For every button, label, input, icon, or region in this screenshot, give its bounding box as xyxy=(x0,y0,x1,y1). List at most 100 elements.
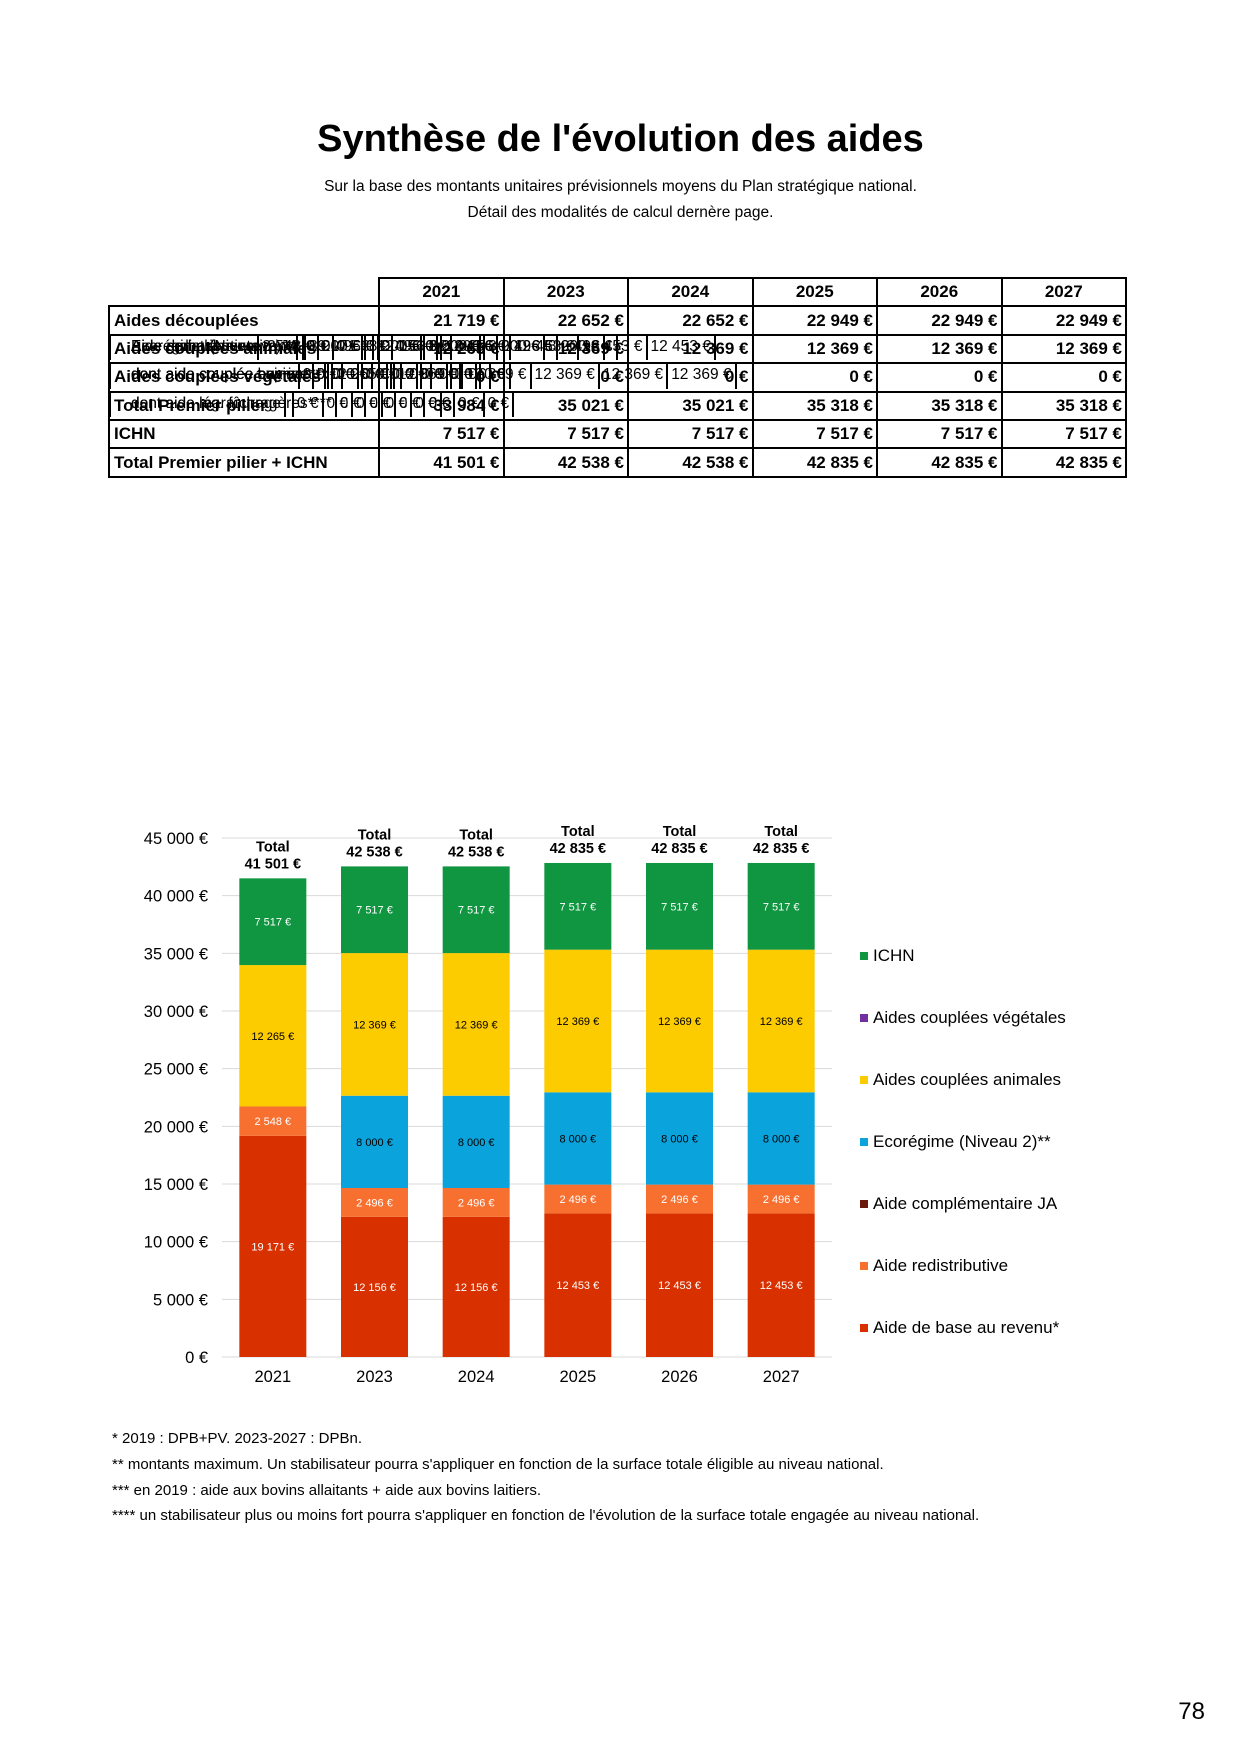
bar-segment xyxy=(239,1135,307,1357)
footnote: **** un stabilisateur plus ou moins fort… xyxy=(112,1507,980,1525)
y-tick-label: 35 000 € xyxy=(144,945,208,963)
row-value: 42 835 € xyxy=(751,447,878,478)
data-label: 19 171 € xyxy=(251,1241,294,1253)
table-header-year: 2026 xyxy=(876,276,1003,308)
bar-segment xyxy=(442,1216,510,1357)
table-header-year: 2023 xyxy=(502,276,629,308)
bar-segment xyxy=(442,1188,510,1217)
bar-segment xyxy=(747,1184,815,1214)
bar-segment xyxy=(442,953,510,1096)
bar-segment xyxy=(442,866,510,954)
row-value: 0 € xyxy=(459,362,491,389)
row-value: 0 € xyxy=(1000,362,1127,391)
footnote: * 2019 : DPB+PV. 2023-2027 : DPBn. xyxy=(112,1430,363,1447)
total-label-value: 42 538 € xyxy=(346,844,402,860)
total-label-prefix: Total xyxy=(256,839,290,855)
legend-swatch xyxy=(860,1262,868,1270)
row-value: 0 € xyxy=(291,390,324,417)
footnotes: * 2019 : DPB+PV. 2023-2027 : DPBn. ** mo… xyxy=(112,1430,979,1533)
legend-label: Aide redistributive xyxy=(873,1256,1008,1275)
row-value: 35 318 € xyxy=(751,390,878,421)
data-label: 12 453 € xyxy=(556,1280,599,1292)
row-value: 35 318 € xyxy=(876,390,1003,421)
row-value: 7 517 € xyxy=(876,418,1003,450)
footnote: ** montants maximum. Un stabilisateur po… xyxy=(112,1455,884,1473)
bar-segment xyxy=(747,1213,815,1357)
total-label-value: 42 835 € xyxy=(550,841,606,857)
data-label: 12 156 € xyxy=(353,1282,396,1294)
legend-swatch xyxy=(860,1324,868,1332)
y-tick-label: 5 000 € xyxy=(153,1291,208,1309)
legend-swatch xyxy=(860,1014,868,1022)
bar-segment xyxy=(544,862,612,950)
data-label: 7 517 € xyxy=(254,917,291,929)
data-label: 7 517 € xyxy=(458,905,495,917)
row-value: 8 000 € xyxy=(423,333,486,361)
data-label: 2 548 € xyxy=(254,1116,291,1128)
row-value: 0 € xyxy=(351,390,383,417)
row-value: 22 949 € xyxy=(1000,305,1127,334)
row-value: 12 453 € xyxy=(645,333,716,361)
y-tick-label: 10 000 € xyxy=(144,1234,208,1252)
bar-segment xyxy=(544,1184,612,1214)
table-body: Aides découplées 21 719 €22 652 €22 652 €… xyxy=(108,305,1127,478)
data-label: 12 265 € xyxy=(251,1031,294,1043)
total-label-prefix: Total xyxy=(764,824,798,840)
row-value: 35 318 € xyxy=(1000,390,1127,421)
bar-segment xyxy=(747,949,815,1093)
row-value: 41 501 € xyxy=(378,447,505,478)
page-title: Synthèse de l'évolution des aides xyxy=(317,118,924,160)
row-value: 0 € xyxy=(380,390,413,417)
table-header-blank xyxy=(109,278,379,308)
row-value: 0 € xyxy=(400,362,432,389)
bar-segment xyxy=(341,1216,408,1357)
legend-swatch xyxy=(860,1138,868,1146)
stacked-bar-chart: 0 € 5 000 € 10 000 € 15 000 € 20 000 € 25 000… xyxy=(144,824,1066,1386)
row-value: 42 835 € xyxy=(1000,447,1127,478)
aids-table: 2021 2023 2024 2025 2026 2027 Aides déco… xyxy=(108,276,1127,478)
table-group-row: Aides découplées 21 719 €22 652 €22 652 €… xyxy=(108,305,1127,334)
row-value: 42 538 € xyxy=(627,447,754,478)
table-header-year: 2027 xyxy=(1000,276,1127,308)
row-label: ICHN xyxy=(108,418,380,450)
legend-label: Aide complémentaire JA xyxy=(873,1194,1058,1213)
table-row: dont aide maraîchage 0 €0 €0 €0 €0 € xyxy=(109,390,1241,417)
legend-swatch xyxy=(860,952,868,960)
row-value: 22 652 € xyxy=(627,305,754,334)
legend-label: Aides couplées végétales xyxy=(873,1008,1066,1027)
bar-segment xyxy=(544,1213,612,1357)
row-label: dont aide couplée caprine xyxy=(109,362,314,389)
y-tick-label: 0 € xyxy=(185,1349,208,1367)
y-tick-label: 25 000 € xyxy=(144,1061,208,1079)
bar-segment xyxy=(646,949,713,1093)
total-label-value: 42 835 € xyxy=(651,841,707,857)
bar-segment xyxy=(239,965,307,1107)
table-header-year: 2025 xyxy=(751,276,878,308)
data-label: 8 000 € xyxy=(559,1133,596,1145)
table-row: Ecorégime (Niveau 2)** 8 000 €8 000 €8 00… xyxy=(109,333,1241,361)
row-label: dont aide maraîchage xyxy=(109,390,286,417)
bar-segment xyxy=(341,866,408,954)
total-label-value: 42 538 € xyxy=(448,844,504,860)
table-row: dont aide couplée caprine 0 €0 €0 €0 €0 €… xyxy=(109,362,1241,389)
total-label-prefix: Total xyxy=(561,824,595,840)
data-label: 2 496 € xyxy=(559,1194,596,1206)
bar-segment xyxy=(239,878,307,966)
x-tick-label: 2026 xyxy=(661,1368,698,1386)
x-tick-label: 2023 xyxy=(356,1368,393,1386)
row-value: 7 517 € xyxy=(502,418,629,450)
row-value: 8 000 € xyxy=(363,333,426,361)
bar-segment xyxy=(646,862,713,950)
bar-segment xyxy=(747,862,815,950)
row-value: 0 € xyxy=(311,362,344,389)
bar-segment xyxy=(747,1092,815,1185)
table-header-year: 2021 xyxy=(378,276,505,308)
y-tick-label: 20 000 € xyxy=(144,1118,208,1136)
total-label-prefix: Total xyxy=(358,827,392,843)
page-number: 78 xyxy=(1178,1698,1205,1725)
legend-label: Ecorégime (Niveau 2)** xyxy=(873,1132,1051,1151)
row-value: 22 652 € xyxy=(502,305,629,334)
y-tick-label: 45 000 € xyxy=(144,830,208,848)
row-value: 12 369 € xyxy=(751,333,878,363)
row-value: 12 369 € xyxy=(876,333,1003,363)
